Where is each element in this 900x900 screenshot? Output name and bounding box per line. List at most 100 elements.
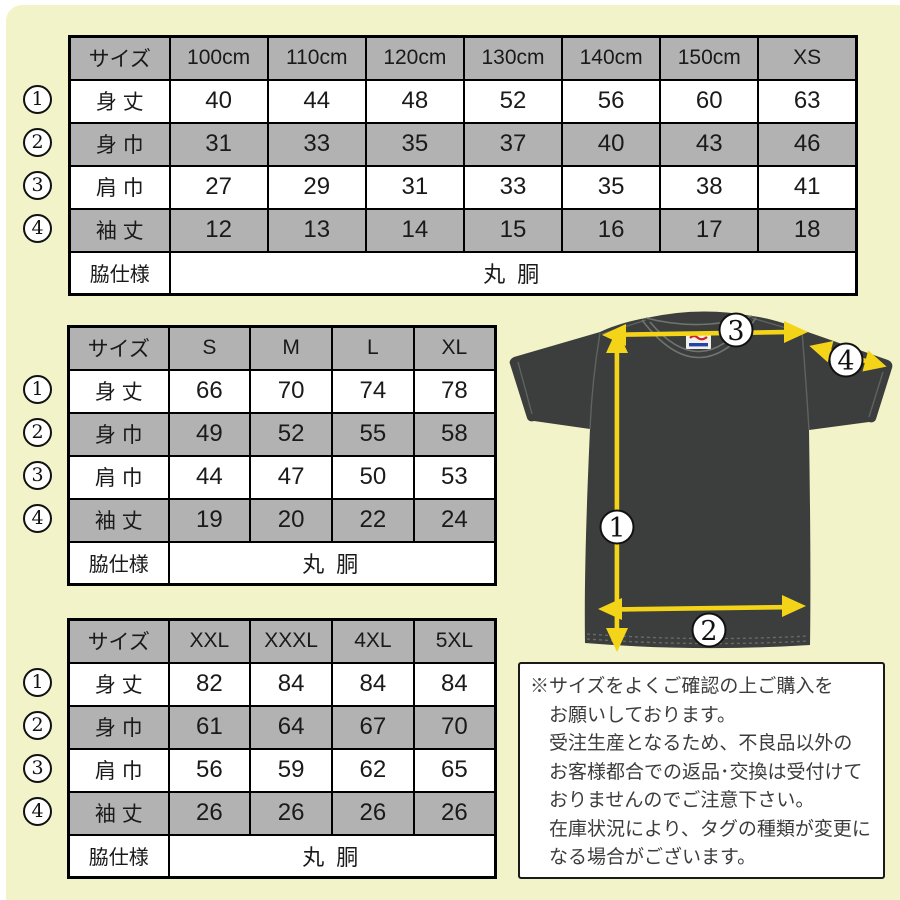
row-marker-column-2: 1 2 3 4	[23, 375, 52, 547]
marker-3-badge: 3	[718, 312, 754, 348]
row-marker-3: 3	[23, 754, 52, 783]
measure-value: 33	[462, 164, 564, 210]
measure-value: 18	[757, 207, 858, 253]
measure-value: 58	[412, 411, 497, 457]
measure-value: 12	[168, 207, 269, 253]
marker-2-badge: 2	[691, 612, 727, 648]
marker-3-label: 3	[727, 316, 744, 347]
measure-value: 26	[167, 790, 252, 836]
measure-value: 60	[659, 78, 760, 124]
size-table-corner: サイズ	[67, 325, 170, 371]
measure-value: 84	[249, 661, 333, 707]
notice-line: なる場合がございます。	[549, 847, 757, 868]
measure-value: 61	[167, 704, 252, 750]
size-column-header: 110cm	[266, 35, 367, 81]
purchase-notice-box: ※サイズをよくご確認の上ご購入を お願いしております。 受注生産となるため、不良…	[518, 662, 885, 879]
measure-value: 40	[561, 121, 662, 167]
measure-label: 肩 巾	[67, 454, 170, 500]
notice-line: おりませんのでご注意下さい。	[549, 790, 815, 811]
measure-value: 66	[167, 368, 252, 414]
size-table-xxl-to-5xl: サイズ XXL XXXL 4XL 5XL 身 丈 82 84 84 84 身 巾 61 64 67 70 肩 …	[67, 618, 497, 879]
row-marker-2: 2	[23, 128, 52, 157]
tshirt-body	[509, 311, 893, 649]
side-spec-value: 丸 胴	[167, 833, 497, 879]
row-marker-column-1: 1 2 3 4	[23, 85, 52, 257]
measure-value: 27	[168, 164, 269, 210]
measure-value: 38	[659, 164, 760, 210]
measure-value: 84	[331, 661, 415, 707]
measure-value: 62	[331, 747, 415, 793]
measure-value: 63	[757, 78, 858, 124]
measure-value: 84	[412, 661, 497, 707]
marker-1-badge: 1	[599, 509, 635, 545]
measure-label: 身 巾	[67, 704, 170, 750]
measure-value: 19	[167, 497, 252, 543]
measure-value: 46	[757, 121, 858, 167]
size-column-header: 5XL	[412, 618, 497, 664]
notice-line: お願いしております。	[549, 704, 736, 726]
size-column-header: S	[167, 325, 252, 371]
size-table: サイズ 100cm 110cm 120cm 130cm 140cm 150cm XS 身 丈 40…	[68, 35, 858, 296]
measure-value: 65	[412, 747, 497, 793]
measure-value: 52	[462, 78, 564, 124]
size-column-header: 140cm	[561, 35, 662, 81]
measure-label: 身 巾	[67, 411, 170, 457]
measure-value: 59	[249, 747, 333, 793]
size-column-header: XL	[412, 325, 497, 371]
row-marker-3: 3	[23, 171, 52, 200]
measure-value: 31	[168, 121, 269, 167]
measure-value: 56	[167, 747, 252, 793]
measure-value: 26	[331, 790, 415, 836]
side-spec-label: 脇仕様	[68, 250, 171, 296]
measure-label: 肩 巾	[68, 164, 171, 210]
notice-line: 受注生産となるため、不良品以外の	[549, 733, 853, 754]
measure-label: 身 丈	[67, 368, 170, 414]
measure-value: 55	[331, 411, 415, 457]
measure-value: 33	[266, 121, 367, 167]
measure-value: 52	[249, 411, 333, 457]
measure-value: 16	[561, 207, 662, 253]
size-table: サイズ XXL XXXL 4XL 5XL 身 丈 82 84 84 84 身 巾 61 64 67 70 肩 …	[67, 618, 497, 879]
row-marker-column-3: 1 2 3 4	[23, 668, 52, 840]
measure-label: 袖 丈	[67, 497, 170, 543]
measure-value: 41	[757, 164, 858, 210]
arrow-body-length	[606, 329, 628, 652]
measure-value: 48	[364, 78, 465, 124]
size-table-corner: サイズ	[68, 35, 171, 81]
side-spec-label: 脇仕様	[67, 540, 170, 586]
measure-value: 37	[462, 121, 564, 167]
measure-value: 47	[249, 454, 333, 500]
measure-value: 43	[659, 121, 760, 167]
size-column-header: M	[249, 325, 333, 371]
measure-value: 78	[412, 368, 497, 414]
row-marker-2: 2	[23, 418, 52, 447]
size-column-header: 100cm	[168, 35, 269, 81]
size-column-header: XXXL	[249, 618, 333, 664]
measure-value: 56	[561, 78, 662, 124]
marker-4-label: 4	[837, 346, 854, 377]
measure-value: 44	[167, 454, 252, 500]
side-spec-value: 丸 胴	[167, 540, 497, 586]
measure-value: 44	[266, 78, 367, 124]
measure-label: 身 丈	[68, 78, 171, 124]
measure-value: 26	[412, 790, 497, 836]
measure-value: 14	[364, 207, 465, 253]
size-column-header: 130cm	[462, 35, 564, 81]
row-marker-1: 1	[23, 375, 52, 404]
size-table-kids-to-xs: サイズ 100cm 110cm 120cm 130cm 140cm 150cm XS 身 丈 40…	[68, 35, 858, 296]
measure-value: 64	[249, 704, 333, 750]
measure-label: 身 巾	[68, 121, 171, 167]
tshirt-measurement-diagram: 3 4 1 2	[509, 311, 893, 652]
measure-value: 24	[412, 497, 497, 543]
row-marker-3: 3	[23, 461, 52, 490]
measure-value: 22	[331, 497, 415, 543]
measure-value: 40	[168, 78, 269, 124]
notice-line: お客様都合での返品･交換は受付けて	[549, 761, 863, 783]
side-spec-value: 丸 胴	[168, 250, 858, 296]
size-column-header: XXL	[167, 618, 252, 664]
measure-value: 15	[462, 207, 564, 253]
measure-value: 67	[331, 704, 415, 750]
marker-2-label: 2	[700, 616, 717, 647]
measure-value: 74	[331, 368, 415, 414]
